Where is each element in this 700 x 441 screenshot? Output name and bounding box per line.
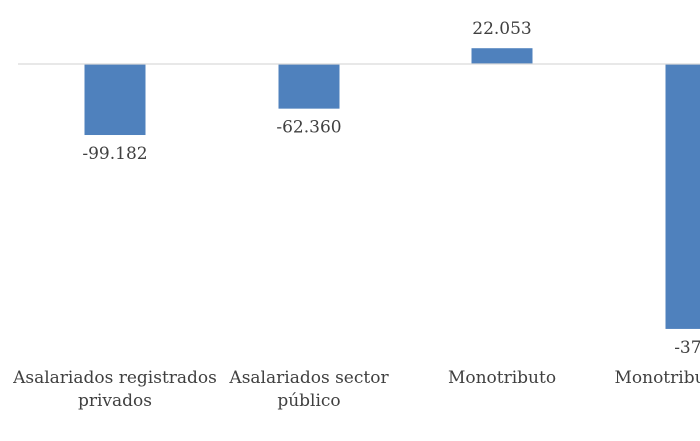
- data-label-3: 22.053: [472, 19, 531, 39]
- category-label-line: privados: [78, 391, 152, 411]
- bars-layer: [84, 48, 700, 329]
- bar-4: [665, 64, 700, 329]
- bar-3: [471, 48, 533, 64]
- data-label-1: -99.182: [82, 144, 147, 164]
- bar-1: [84, 64, 146, 136]
- data-label-4: -370.: [674, 338, 700, 358]
- category-label-line: Monotributo: [448, 368, 556, 388]
- category-label-2: Asalariados sector público: [228, 368, 389, 411]
- category-label-3: Monotributo: [448, 368, 556, 388]
- data-labels-layer: -99.182 -62.360 22.053 -370.: [82, 19, 700, 358]
- category-labels-layer: Asalariados registrados privadosAsalariad…: [12, 368, 700, 411]
- category-label-line: público: [277, 391, 340, 411]
- category-label-line: Asalariados registrados: [12, 368, 217, 388]
- category-label-line: Monotributo social: [614, 368, 700, 388]
- data-label-2: -62.360: [276, 118, 341, 138]
- bar-2: [278, 64, 340, 109]
- category-label-1: Asalariados registrados privados: [12, 368, 217, 411]
- category-label-line: Asalariados sector: [228, 368, 389, 388]
- category-label-4: Monotributo social: [614, 368, 700, 388]
